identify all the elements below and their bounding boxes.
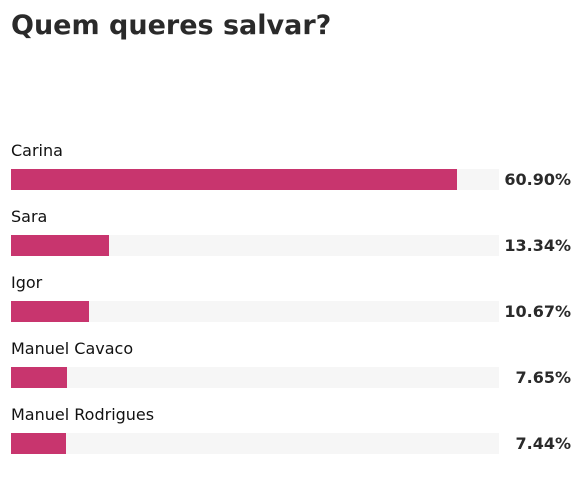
option-percent: 13.34% [504,236,571,255]
option-percent: 7.44% [515,434,571,453]
bar-fill [11,367,67,388]
option-label: Sara [11,207,48,226]
poll-option: Igor 10.67% [0,273,586,333]
bar-fill [11,169,457,190]
option-label: Manuel Rodrigues [11,405,155,424]
bar-track [11,235,499,256]
bar-fill [11,235,109,256]
bar-track [11,301,499,322]
bar-track [11,169,499,190]
poll-option: Carina 60.90% [0,141,586,201]
bar-fill [11,433,66,454]
option-percent: 10.67% [504,302,571,321]
option-percent: 60.90% [504,170,571,189]
poll-option: Sara 13.34% [0,207,586,267]
bar-track [11,433,499,454]
bar-fill [11,301,89,322]
option-percent: 7.65% [515,368,571,387]
poll-option: Manuel Cavaco 7.65% [0,339,586,399]
option-label: Manuel Cavaco [11,339,134,358]
poll-option: Manuel Rodrigues 7.44% [0,405,586,465]
bar-track [11,367,499,388]
poll-title: Quem queres salvar? [11,10,332,41]
option-label: Carina [11,141,63,160]
option-label: Igor [11,273,43,292]
